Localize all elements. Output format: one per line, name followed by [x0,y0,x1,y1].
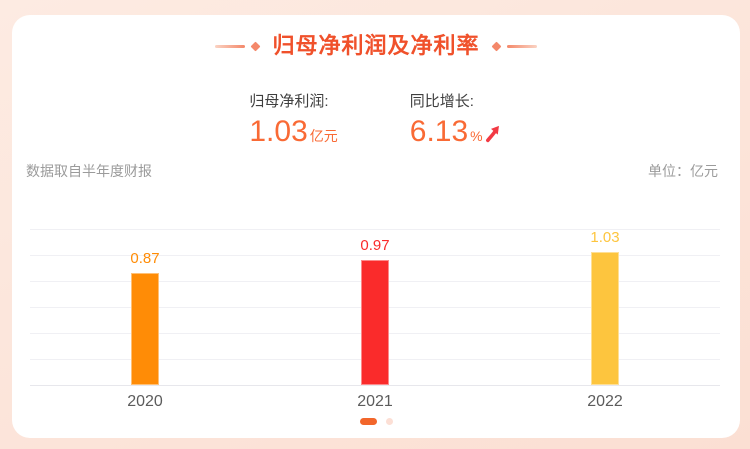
unit-note: 单位：亿元 [648,163,718,179]
carousel-pagination [12,418,740,425]
stat-net-profit-number: 1.03 [249,115,308,148]
x-axis-label-2022: 2022 [587,393,623,410]
stat-yoy-growth-number: 6.13 [409,115,469,148]
bar-value-label: 0.87 [130,250,160,267]
stat-net-profit-label: 归母净利润: [249,93,329,110]
chart-bars: 0.87 0.97 1.03 [30,229,720,385]
bar-2020[interactable] [131,273,159,385]
decoration-line-icon [215,44,246,48]
decoration-line-icon [506,44,537,48]
x-axis-labels: 2020 2021 2022 [30,393,720,411]
stat-net-profit-value: 1.03 亿元 [249,115,337,153]
title-decoration-right [491,41,537,51]
stat-yoy-growth-value: 6.13% [410,115,503,153]
stat-net-profit: 归母净利润: 1.03 亿元 [249,91,337,153]
x-axis-label-2021: 2021 [357,393,393,410]
report-card: 归母净利润及净利率 归母净利润: 1.03 亿元 同比增长: 6.13% 数据取自… [12,15,740,438]
bar-column-2021: 0.97 [260,229,490,385]
bar-column-2022: 1.03 [490,229,720,385]
bar-column-2020: 0.87 [30,229,260,385]
page-title: 归母净利润及净利率 [272,33,480,58]
bar-value-label: 1.03 [590,229,620,246]
pagination-dot[interactable] [385,418,393,425]
stat-net-profit-unit: 亿元 [309,128,338,144]
trend-up-arrow-icon [485,125,499,143]
title-decoration-left [215,41,261,51]
bar-value-label: 0.97 [360,237,390,254]
stat-yoy-growth: 同比增长: 6.13% [410,91,503,153]
stat-yoy-growth-unit: % [470,128,483,144]
x-axis-label-2020: 2020 [127,393,163,410]
stats-row: 归母净利润: 1.03 亿元 同比增长: 6.13% [12,91,740,153]
decoration-diamond-icon [251,41,261,51]
decoration-diamond-icon [491,41,501,51]
meta-row: 数据取自半年度财报 单位：亿元 [26,161,718,181]
bar-2021[interactable] [361,260,389,385]
pagination-dot-active[interactable] [359,418,377,425]
chart-title-row: 归母净利润及净利率 [12,33,740,59]
bar-2022[interactable] [591,252,619,385]
stat-yoy-growth-label: 同比增长: [409,93,474,110]
bar-chart: 0.87 0.97 1.03 2020 2021 2022 [30,229,720,425]
data-source-note: 数据取自半年度财报 [26,163,152,179]
